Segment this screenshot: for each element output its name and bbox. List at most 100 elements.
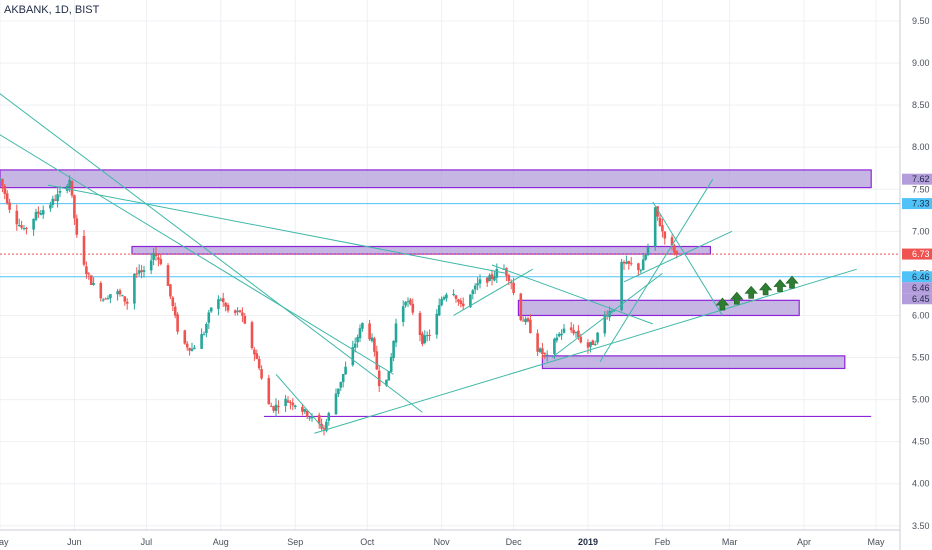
candle-up: [394, 323, 398, 343]
candle-down: [53, 199, 57, 201]
candle-up: [284, 398, 287, 406]
candle-down: [675, 251, 679, 254]
candle-down: [169, 284, 172, 297]
candle-up: [308, 417, 311, 419]
candle-up: [58, 191, 62, 193]
candle-up: [92, 282, 95, 285]
trendline: [551, 273, 663, 358]
candle-up: [493, 276, 496, 281]
x-tick-label: May: [867, 537, 885, 547]
candle-down: [238, 310, 242, 313]
candle-up: [425, 335, 429, 337]
x-tick-label: Aug: [213, 537, 229, 547]
y-tick-label: 4.50: [912, 437, 930, 447]
candle-up: [17, 224, 21, 226]
candle-down: [140, 270, 143, 273]
candle-up: [137, 270, 141, 274]
candle-down: [670, 237, 674, 246]
candle-up: [56, 194, 59, 202]
candle-down: [154, 253, 158, 256]
candle-up: [351, 347, 355, 366]
up-arrow-icon: [785, 275, 799, 289]
candle-up: [553, 338, 556, 355]
x-tick-label: 2019: [578, 537, 598, 547]
candle-down: [25, 227, 28, 230]
candle-down: [301, 407, 304, 412]
candle-down: [85, 266, 88, 275]
price-tag: [902, 282, 932, 294]
candle-up: [361, 323, 364, 329]
x-tick-label: Mar: [722, 537, 738, 547]
candle-down: [418, 313, 422, 336]
y-tick-label: 8.50: [912, 100, 930, 110]
candle-up: [51, 198, 55, 205]
x-tick-label: Dec: [506, 537, 523, 547]
up-arrow-icon: [758, 282, 773, 296]
candle-down: [512, 282, 515, 293]
candle-up: [217, 299, 220, 309]
candle-down: [255, 353, 259, 359]
candle-down: [269, 405, 273, 407]
up-arrow-icon: [730, 291, 744, 305]
candle-up: [133, 273, 136, 304]
candle-up: [356, 337, 359, 343]
candle-down: [543, 352, 547, 355]
candle-up: [339, 381, 343, 388]
support-resistance-zone: [541, 355, 846, 370]
candle-down: [87, 273, 91, 275]
price-tag: [902, 248, 932, 260]
candle-up: [190, 348, 194, 351]
candle-up: [193, 347, 196, 350]
candle-down: [286, 400, 290, 403]
candle-down: [536, 333, 539, 352]
support-resistance-zone: [131, 245, 712, 255]
trendline: [623, 230, 733, 283]
candle-down: [185, 343, 189, 348]
trendline: [0, 134, 394, 375]
candle-down: [428, 334, 431, 336]
candle-down: [272, 406, 275, 411]
price-tag-label: 6.73: [912, 249, 930, 259]
candle-down: [409, 299, 412, 305]
candle-down: [267, 378, 271, 405]
candle-down: [305, 410, 309, 417]
price-tag: [902, 198, 932, 210]
candle-down: [521, 320, 525, 322]
candle-up: [392, 340, 395, 358]
candle-down: [663, 231, 667, 239]
candle-up: [473, 285, 477, 290]
candle-up: [325, 421, 328, 431]
candle-down: [233, 310, 237, 313]
candle-up: [337, 388, 340, 394]
candle-down: [89, 275, 93, 285]
candle-up: [555, 337, 559, 341]
candle-up: [310, 416, 314, 419]
candle-up: [644, 254, 647, 260]
candle-down: [656, 206, 659, 217]
candle-up: [589, 342, 592, 347]
candle-down: [572, 329, 575, 334]
candle-down: [459, 300, 463, 305]
candle-down: [507, 275, 511, 281]
candle-up: [274, 404, 278, 411]
y-tick-label: 3.50: [912, 521, 930, 531]
candle-down: [183, 330, 187, 344]
candle-down: [519, 293, 523, 321]
candle-down: [505, 268, 508, 276]
candle-up: [478, 279, 482, 284]
candle-down: [586, 342, 590, 348]
candle-up: [440, 299, 443, 306]
candle-up: [200, 334, 203, 349]
y-tick-label: 6.00: [912, 310, 930, 320]
candle-up: [625, 261, 628, 264]
candle-up: [207, 312, 211, 323]
candle-up: [435, 313, 439, 335]
y-tick-label: 7.50: [912, 184, 930, 194]
y-tick-label: 5.00: [912, 395, 930, 405]
y-tick-label: 5.50: [912, 353, 930, 363]
candle-up: [620, 261, 623, 311]
candle-up: [442, 297, 446, 300]
x-tick-label: Jul: [141, 537, 153, 547]
price-tag: [902, 271, 932, 283]
